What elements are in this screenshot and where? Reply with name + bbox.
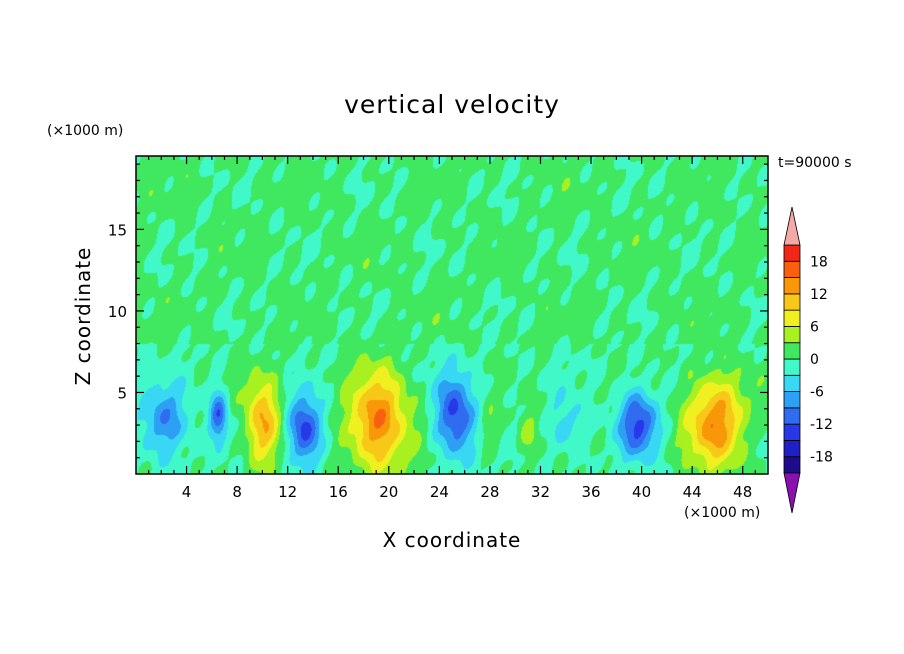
x-unit-label: (×1000 m) [684, 505, 760, 521]
x-tick-label: 28 [480, 483, 499, 501]
colorbar-label: 6 [810, 319, 819, 335]
colorbar-band [783, 260, 801, 278]
velocity-contour-field [136, 156, 768, 474]
x-tick-label: 48 [733, 483, 752, 501]
colorbar-band [783, 309, 801, 327]
y-tick-label: 10 [108, 303, 127, 321]
colorbar-band [783, 423, 801, 441]
colorbar-label: 12 [810, 287, 828, 303]
colorbar-band [783, 326, 801, 344]
colorbar-band [783, 440, 801, 458]
colorbar-label: 0 [810, 352, 819, 368]
x-tick-label: 32 [531, 483, 550, 501]
colorbar-band [783, 244, 801, 262]
x-tick-label: 8 [232, 483, 242, 501]
colorbar-band [783, 342, 801, 360]
colorbar-band [783, 293, 801, 311]
x-tick-label: 24 [430, 483, 449, 501]
colorbar-band [783, 374, 801, 392]
colorbar-band [783, 456, 801, 474]
x-tick-label: 16 [329, 483, 348, 501]
x-tick-label: 12 [278, 483, 297, 501]
y-axis-title: Z coordinate [71, 247, 95, 386]
x-axis-title: X coordinate [383, 528, 522, 552]
y-tick-label: 15 [108, 221, 127, 239]
plot-area [135, 155, 769, 475]
colorbar-label: 18 [810, 254, 828, 270]
colorbar-label: -12 [810, 417, 833, 433]
y-unit-label: (×1000 m) [47, 123, 123, 139]
x-axis: 4 8 12 16 20 24 28 32 36 40 44 48 [148, 156, 756, 501]
x-tick-label: 44 [683, 483, 702, 501]
colorbar-band [783, 391, 801, 409]
x-tick-label: 20 [379, 483, 398, 501]
chart-title: vertical velocity [344, 90, 560, 119]
colorbar-band [783, 277, 801, 295]
colorbar: 18 12 6 0 -6 -12 -18 [783, 206, 833, 514]
time-label: t=90000 s [778, 155, 852, 171]
colorbar-under-triangle [783, 472, 801, 514]
colorbar-label: -18 [810, 450, 833, 466]
x-tick-label: 40 [632, 483, 651, 501]
colorbar-over-triangle [783, 206, 801, 246]
colorbar-label: -6 [810, 385, 824, 401]
colorbar-band [783, 407, 801, 425]
y-tick-label: 5 [117, 384, 127, 402]
y-axis: 5 10 15 [108, 163, 768, 459]
x-tick-label: 4 [182, 483, 192, 501]
x-tick-label: 36 [581, 483, 600, 501]
colorbar-band [783, 358, 801, 376]
